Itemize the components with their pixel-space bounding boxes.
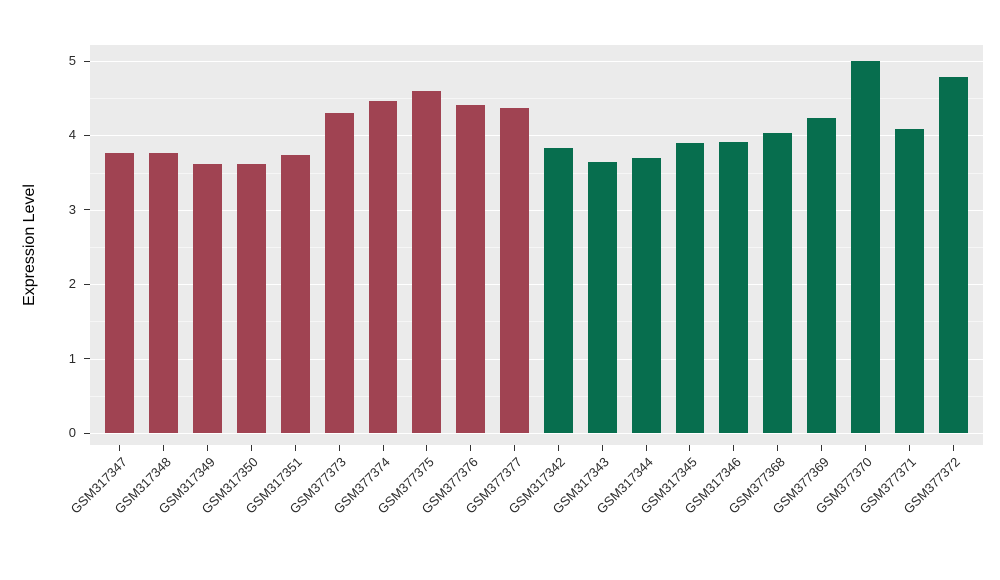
x-tick-mark: [777, 445, 779, 451]
bar-GSM377372: [938, 77, 968, 433]
bar-GSM317342: [543, 148, 573, 433]
bar-GSM317349: [193, 163, 223, 433]
gridline-major: [90, 135, 983, 137]
x-tick-mark: [733, 445, 735, 451]
gridline-minor: [90, 395, 983, 397]
bar-GSM317350: [237, 163, 266, 433]
bar-GSM377377: [500, 107, 530, 433]
x-tick-mark: [689, 445, 691, 451]
bar-GSM317345: [675, 142, 705, 433]
bar-GSM377375: [412, 90, 442, 433]
bar-GSM377369: [807, 118, 836, 433]
y-tick-mark: [84, 209, 90, 211]
gridline-minor: [90, 247, 983, 248]
bar-GSM317346: [719, 142, 749, 433]
gridline-major: [90, 209, 983, 211]
y-tick-label: 5: [68, 53, 76, 68]
x-tick-mark: [601, 445, 603, 451]
x-tick-mark: [864, 445, 866, 451]
bar-GSM377370: [850, 61, 880, 433]
bar-GSM377371: [894, 129, 924, 433]
bar-GSM317351: [280, 154, 310, 433]
bar-GSM317347: [105, 152, 135, 433]
bar-GSM377376: [456, 104, 486, 433]
y-tick-label: 0: [68, 425, 76, 440]
bar-GSM377368: [763, 133, 793, 433]
gridline-major: [90, 358, 983, 360]
x-tick-mark: [119, 445, 121, 451]
plot-panel: [90, 45, 983, 445]
gridline-major: [90, 61, 983, 62]
x-tick-mark: [645, 445, 647, 451]
y-tick-mark: [84, 60, 90, 62]
bar-GSM317344: [631, 157, 661, 433]
gridline-minor: [90, 98, 983, 100]
x-tick-mark: [338, 445, 340, 451]
gridline-major: [90, 284, 983, 286]
x-tick-mark: [952, 445, 954, 451]
x-tick-mark: [908, 445, 910, 451]
bar-GSM377373: [324, 113, 354, 433]
y-tick-mark: [84, 283, 90, 285]
y-tick-label: 1: [68, 350, 76, 366]
y-tick-mark: [84, 432, 90, 434]
x-tick-mark: [557, 445, 559, 451]
bar-GSM377374: [368, 101, 398, 433]
x-tick-mark: [821, 445, 823, 451]
x-tick-mark: [426, 445, 428, 451]
x-tick-mark: [382, 445, 384, 451]
y-tick-mark: [84, 358, 90, 360]
x-tick-mark: [514, 445, 516, 451]
y-tick-mark: [84, 134, 90, 136]
bar-GSM317343: [587, 162, 617, 433]
gridline-minor: [90, 172, 983, 174]
y-tick-label: 4: [68, 127, 76, 143]
x-tick-mark: [470, 445, 472, 451]
x-tick-mark: [163, 445, 165, 451]
gridline-minor: [90, 321, 983, 323]
x-tick-mark: [294, 445, 296, 451]
bar-GSM317348: [149, 153, 179, 433]
y-tick-label: 3: [68, 201, 76, 217]
x-tick-mark: [207, 445, 209, 451]
y-tick-label: 2: [68, 276, 76, 292]
x-tick-mark: [250, 445, 252, 451]
gridline-major: [90, 433, 983, 434]
